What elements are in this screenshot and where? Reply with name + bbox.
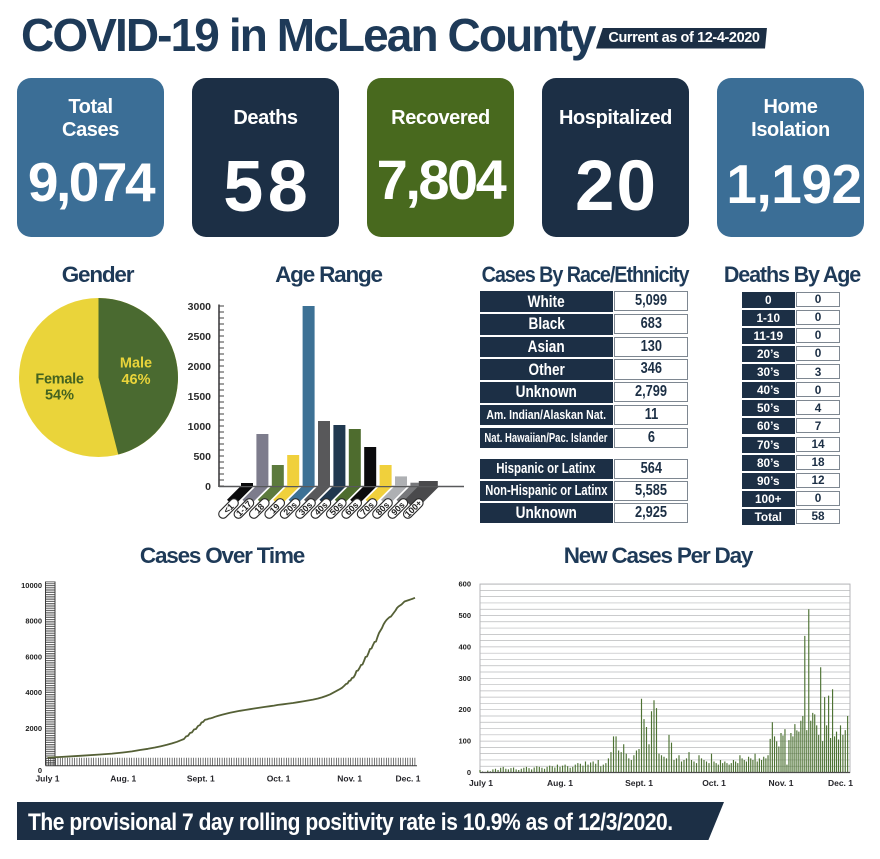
svg-text:Aug. 1: Aug. 1 [110,774,136,784]
svg-text:July 1: July 1 [469,778,493,788]
svg-text:3000: 3000 [188,301,212,313]
svg-text:8000: 8000 [25,617,42,626]
svg-text:Sept. 1: Sept. 1 [625,778,653,788]
svg-text:4000: 4000 [25,688,42,697]
svg-text:Sept. 1: Sept. 1 [187,774,215,784]
svg-text:Oct. 1: Oct. 1 [267,774,291,784]
svg-text:2000: 2000 [188,361,212,373]
svg-text:500: 500 [458,611,471,620]
svg-text:0: 0 [38,766,42,775]
svg-text:Dec. 1: Dec. 1 [828,778,853,788]
svg-text:1000: 1000 [188,421,212,433]
svg-text:6000: 6000 [25,652,42,661]
svg-text:400: 400 [458,642,471,651]
svg-text:0: 0 [205,481,211,493]
svg-text:Dec. 1: Dec. 1 [395,774,420,784]
svg-text:2500: 2500 [188,331,212,343]
svg-text:100: 100 [458,737,471,746]
svg-text:Nov. 1: Nov. 1 [337,774,362,784]
svg-text:46%: 46% [121,372,150,388]
svg-text:July 1: July 1 [35,774,59,784]
svg-text:Oct. 1: Oct. 1 [702,778,726,788]
svg-text:200: 200 [458,705,471,714]
svg-text:10000: 10000 [21,581,42,590]
svg-text:1500: 1500 [188,391,212,403]
svg-text:54%: 54% [45,388,74,404]
svg-text:300: 300 [458,674,471,683]
svg-text:Nov. 1: Nov. 1 [769,778,794,788]
svg-text:600: 600 [458,580,471,589]
svg-text:0: 0 [467,768,471,777]
svg-text:500: 500 [193,451,211,463]
svg-text:2000: 2000 [25,724,42,733]
svg-text:Male: Male [120,356,152,372]
svg-text:Female: Female [35,372,83,388]
svg-text:Aug. 1: Aug. 1 [547,778,573,788]
